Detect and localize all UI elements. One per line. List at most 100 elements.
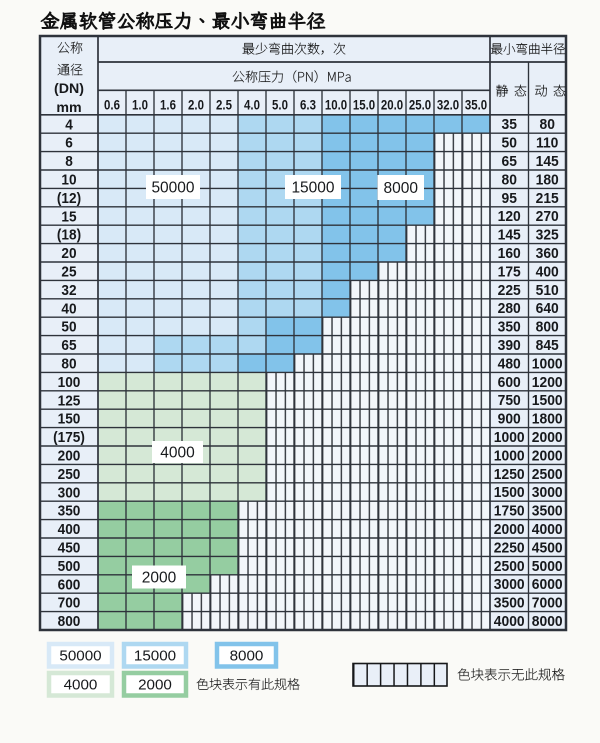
svg-text:8000: 8000	[230, 648, 264, 665]
svg-text:80: 80	[539, 117, 554, 133]
svg-text:4000: 4000	[64, 677, 98, 694]
svg-text:2.0: 2.0	[188, 98, 204, 113]
svg-text:2500: 2500	[494, 558, 525, 574]
svg-text:450: 450	[58, 540, 81, 557]
svg-text:1000: 1000	[494, 448, 525, 464]
svg-text:15000: 15000	[134, 648, 176, 665]
svg-text:40: 40	[61, 301, 76, 318]
svg-text:4000: 4000	[160, 445, 195, 462]
svg-text:120: 120	[498, 209, 521, 225]
svg-text:4000: 4000	[532, 522, 563, 538]
svg-text:80: 80	[61, 356, 76, 373]
svg-text:400: 400	[58, 522, 81, 539]
svg-text:50000: 50000	[151, 180, 194, 197]
svg-text:15: 15	[61, 209, 76, 226]
svg-text:35.0: 35.0	[465, 98, 487, 113]
svg-text:1250: 1250	[494, 466, 525, 482]
svg-text:100: 100	[58, 374, 81, 391]
svg-text:200: 200	[58, 448, 81, 465]
svg-text:5000: 5000	[532, 558, 563, 574]
svg-text:(18): (18)	[57, 227, 81, 244]
svg-text:360: 360	[536, 246, 559, 262]
svg-text:800: 800	[536, 319, 559, 335]
svg-text:400: 400	[536, 264, 559, 280]
svg-text:2000: 2000	[532, 448, 563, 464]
svg-text:2000: 2000	[532, 430, 563, 446]
svg-text:20.0: 20.0	[381, 98, 403, 113]
svg-text:1.0: 1.0	[132, 98, 148, 113]
svg-text:1800: 1800	[532, 411, 563, 427]
svg-text:1.6: 1.6	[160, 98, 176, 113]
svg-text:800: 800	[58, 614, 81, 631]
svg-text:0.6: 0.6	[104, 98, 120, 113]
svg-text:80: 80	[501, 172, 516, 188]
svg-text:1000: 1000	[532, 356, 563, 372]
svg-text:270: 270	[536, 209, 559, 225]
svg-text:15.0: 15.0	[353, 98, 375, 113]
svg-text:(12): (12)	[57, 190, 81, 207]
svg-text:1750: 1750	[494, 503, 525, 519]
svg-text:325: 325	[536, 227, 559, 243]
svg-text:2000: 2000	[494, 522, 525, 538]
svg-text:3000: 3000	[532, 485, 563, 501]
svg-text:280: 280	[498, 301, 521, 317]
svg-text:6000: 6000	[532, 577, 563, 593]
svg-text:1500: 1500	[494, 485, 525, 501]
svg-text:2000: 2000	[142, 570, 177, 587]
svg-text:25: 25	[61, 264, 76, 281]
svg-text:700: 700	[58, 595, 81, 612]
svg-text:7000: 7000	[532, 595, 563, 611]
svg-text:6: 6	[65, 135, 73, 152]
svg-text:4500: 4500	[532, 540, 563, 556]
svg-text:510: 510	[536, 282, 559, 298]
svg-text:65: 65	[61, 338, 76, 355]
svg-text:1200: 1200	[532, 374, 563, 390]
svg-text:180: 180	[536, 172, 559, 188]
svg-text:3500: 3500	[494, 595, 525, 611]
svg-text:20: 20	[61, 246, 76, 263]
svg-text:15000: 15000	[291, 180, 334, 197]
svg-text:5.0: 5.0	[272, 98, 288, 113]
svg-text:300: 300	[58, 485, 81, 502]
svg-text:225: 225	[498, 282, 521, 298]
svg-text:125: 125	[58, 393, 81, 410]
svg-text:2500: 2500	[532, 466, 563, 482]
svg-text:750: 750	[498, 393, 521, 409]
svg-text:35: 35	[501, 117, 516, 133]
svg-text:2.5: 2.5	[216, 98, 232, 113]
svg-text:600: 600	[498, 374, 521, 390]
svg-text:350: 350	[498, 319, 521, 335]
svg-text:640: 640	[536, 301, 559, 317]
svg-text:95: 95	[501, 190, 516, 206]
svg-text:8: 8	[65, 154, 73, 171]
svg-text:3000: 3000	[494, 577, 525, 593]
svg-text:(DN): (DN)	[54, 81, 84, 97]
svg-text:6.3: 6.3	[300, 98, 316, 113]
svg-text:600: 600	[58, 577, 81, 594]
svg-text:1500: 1500	[532, 393, 563, 409]
svg-text:4.0: 4.0	[244, 98, 260, 113]
svg-text:110: 110	[536, 135, 558, 151]
svg-text:4: 4	[65, 117, 73, 134]
svg-text:10: 10	[61, 172, 76, 189]
svg-text:145: 145	[536, 154, 559, 170]
svg-text:32: 32	[61, 282, 76, 299]
svg-text:350: 350	[58, 503, 81, 520]
svg-text:250: 250	[58, 466, 81, 483]
svg-text:2250: 2250	[494, 540, 525, 556]
svg-text:2000: 2000	[138, 677, 172, 694]
svg-text:10.0: 10.0	[325, 98, 347, 113]
svg-text:215: 215	[536, 190, 559, 206]
svg-text:845: 845	[536, 338, 559, 354]
svg-text:480: 480	[498, 356, 521, 372]
svg-text:1000: 1000	[494, 430, 525, 446]
svg-text:150: 150	[58, 411, 81, 428]
svg-text:65: 65	[501, 154, 516, 170]
svg-text:3500: 3500	[532, 503, 563, 519]
svg-text:8000: 8000	[384, 180, 419, 197]
svg-text:50000: 50000	[59, 648, 101, 665]
svg-text:8000: 8000	[532, 614, 563, 630]
svg-text:900: 900	[498, 411, 521, 427]
svg-text:50: 50	[61, 319, 76, 336]
svg-text:390: 390	[498, 338, 521, 354]
